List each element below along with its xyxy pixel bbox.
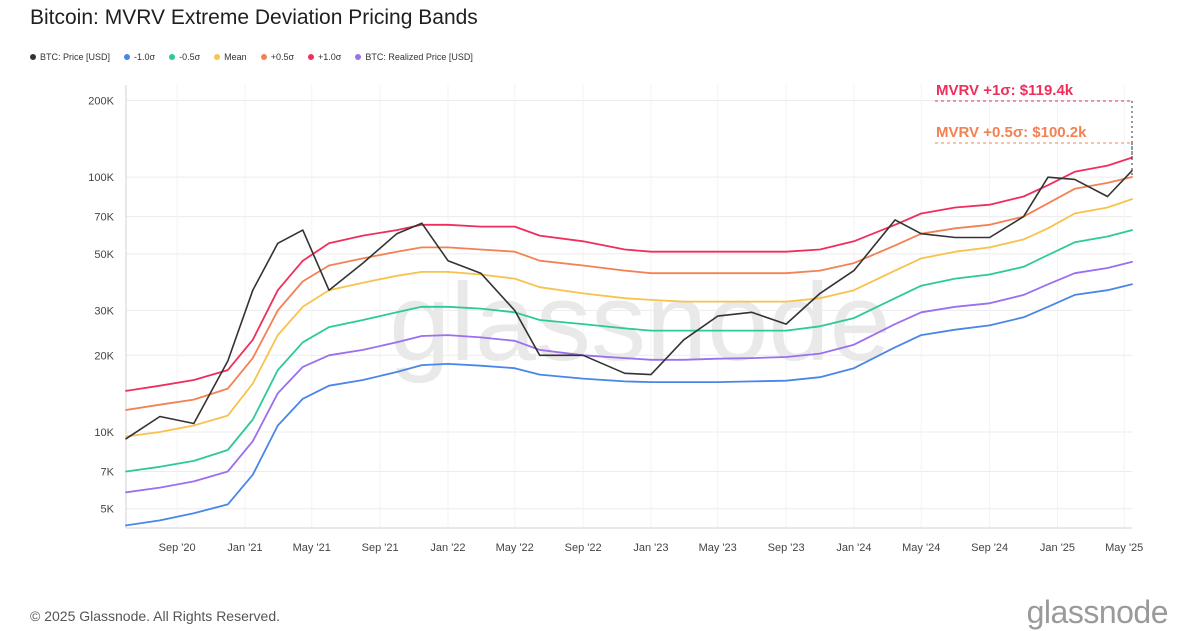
y-tick-label: 10K <box>94 427 114 439</box>
y-tick-label: 200K <box>88 95 114 107</box>
x-tick-label: May '23 <box>699 542 737 554</box>
y-tick-label: 30K <box>94 305 114 317</box>
x-tick-label: Jan '22 <box>430 542 465 554</box>
x-tick-label: Sep '21 <box>362 542 399 554</box>
annotations: MVRV +1σ: $119.4k MVRV +0.5σ: $100.2k <box>935 82 1132 177</box>
x-tick-label: Jan '25 <box>1040 542 1075 554</box>
x-tick-label: Jan '23 <box>633 542 668 554</box>
annotation-label: MVRV +0.5σ: $100.2k <box>936 124 1087 141</box>
y-tick-label: 20K <box>94 350 114 362</box>
copyright-footer: © 2025 Glassnode. All Rights Reserved. <box>30 608 280 624</box>
y-tick-label: 5K <box>101 504 115 516</box>
x-tick-label: Sep '23 <box>768 542 805 554</box>
x-tick-label: Jan '24 <box>836 542 871 554</box>
x-tick-label: Sep '20 <box>159 542 196 554</box>
y-tick-label: 7K <box>101 466 115 478</box>
x-tick-label: May '22 <box>496 542 534 554</box>
x-tick-label: May '25 <box>1105 542 1143 554</box>
chart-svg: glassnode 5K 7K 10K 20K 30K 50K 70K 100K 200K Sep… <box>0 0 1200 630</box>
x-tick-label: May '21 <box>293 542 331 554</box>
x-tick-label: Sep '22 <box>565 542 602 554</box>
annotation-label: MVRV +1σ: $119.4k <box>936 82 1074 99</box>
brand-logo: glassnode <box>1027 594 1168 631</box>
x-tick-label: Sep '24 <box>971 542 1008 554</box>
y-tick-label: 50K <box>94 249 114 261</box>
x-tick-label: Jan '21 <box>227 542 262 554</box>
y-tick-label: 70K <box>94 212 114 224</box>
x-tick-label: May '24 <box>902 542 940 554</box>
y-tick-label: 100K <box>88 172 114 184</box>
